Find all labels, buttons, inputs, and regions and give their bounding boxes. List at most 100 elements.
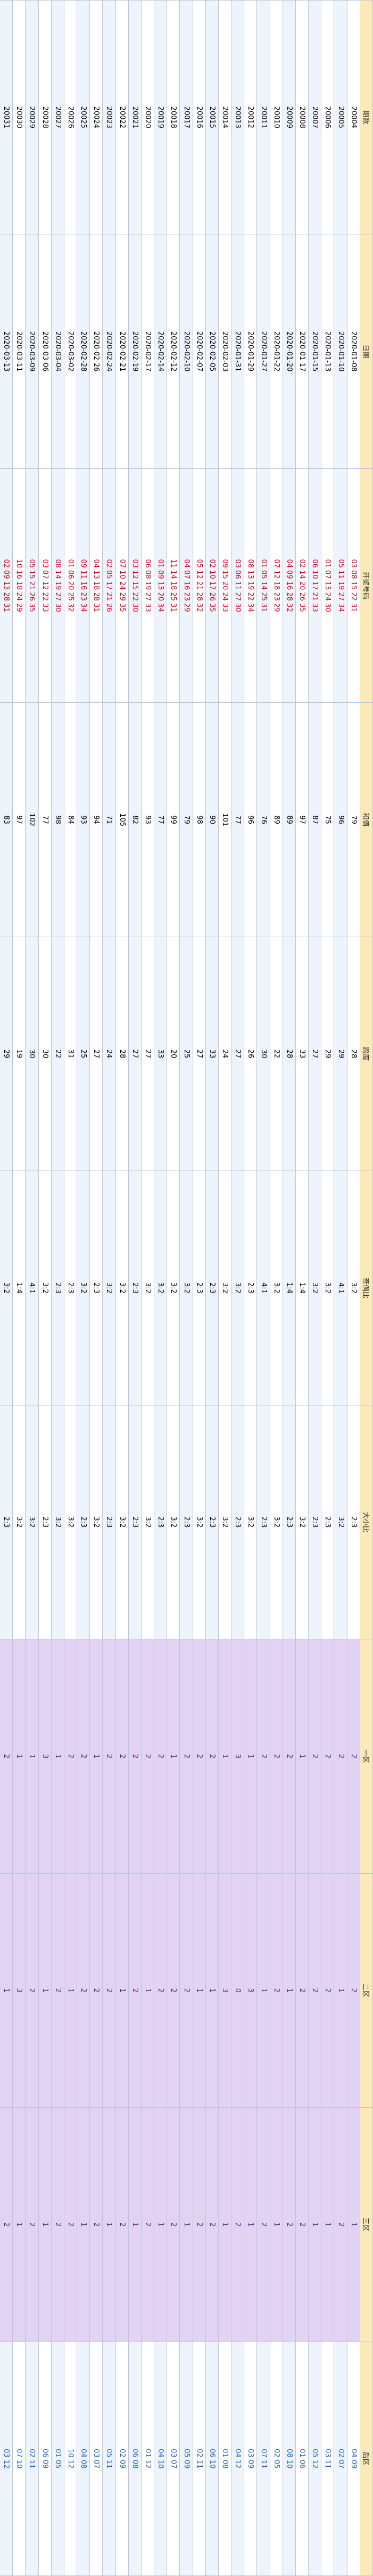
table-cell: 2 xyxy=(64,2107,77,2342)
table-cell: 2 xyxy=(321,1639,334,1874)
table-cell: 03 07 12 22 33 xyxy=(38,468,52,703)
table-cell: 98 xyxy=(51,702,64,937)
table-cell: 29 xyxy=(321,937,334,1171)
table-cell: 2020-01-13 xyxy=(321,234,334,469)
table-cell: 2 xyxy=(334,1639,347,1874)
table-cell: 77 xyxy=(38,702,52,937)
table-cell: 1 xyxy=(218,2107,231,2342)
table-cell: 27 xyxy=(89,937,103,1171)
table-cell: 08 14 19 27 30 xyxy=(51,468,64,703)
table-cell: 3:2 xyxy=(51,1405,64,1639)
table-cell: 25 xyxy=(179,937,193,1171)
table-cell: 1 xyxy=(308,2107,321,2342)
table-cell: 20009 xyxy=(283,0,296,234)
table-cell: 24 xyxy=(102,937,116,1171)
table-cell: 06 10 17 21 33 xyxy=(308,468,321,703)
table-cell: 1 xyxy=(141,1873,154,2108)
table-cell: 04 09 xyxy=(347,2342,360,2576)
table-cell: 2 xyxy=(256,2107,270,2342)
table-cell: 71 xyxy=(102,702,116,937)
table-cell: 03 12 15 22 30 xyxy=(128,468,142,703)
table-cell: 03 07 xyxy=(167,2342,180,2576)
table-cell: 04 10 xyxy=(154,2342,167,2576)
table-cell: 2 xyxy=(51,2107,64,2342)
table-cell: 2:3 xyxy=(179,1405,193,1639)
table-cell: 2 xyxy=(308,1873,321,2108)
table-cell: 3:2 xyxy=(77,1171,90,1405)
table-row: 20022 2020-02-21 07 10 24 29 35 105 28 3:2 3:2… xyxy=(115,0,129,2576)
table-cell: 3:2 xyxy=(321,1171,334,1405)
table-cell: 02 09 13 28 31 xyxy=(0,468,13,703)
table-cell: 2:3 xyxy=(256,1405,270,1639)
table-cell: 29 xyxy=(334,937,347,1171)
table-cell: 94 xyxy=(89,702,103,937)
table-cell: 28 xyxy=(347,937,360,1171)
table-cell: 2 xyxy=(321,1873,334,2108)
table-cell: 76 xyxy=(256,702,270,937)
table-row: 20018 2020-02-12 11 14 18 25 31 99 20 3:2 3:2 1… xyxy=(167,0,180,2576)
table-cell: 04 12 xyxy=(231,2342,244,2576)
table-cell: 2 xyxy=(295,2107,309,2342)
table-cell: 20004 xyxy=(347,0,360,234)
table-cell: 2 xyxy=(167,1873,180,2108)
table-cell: 27 xyxy=(193,937,206,1171)
table-cell: 84 xyxy=(64,702,77,937)
table-cell: 3:2 xyxy=(218,1171,231,1405)
table-cell: 1 xyxy=(154,2107,167,2342)
table-row: 20028 2020-03-06 03 07 12 22 33 77 30 3:2 2:3 3… xyxy=(38,0,52,2576)
table-cell: 2:3 xyxy=(51,1171,64,1405)
table-cell: 2020-02-26 xyxy=(89,234,103,469)
table-cell: 20019 xyxy=(154,0,167,234)
table-cell: 77 xyxy=(231,702,244,937)
table-cell: 2020-02-12 xyxy=(167,234,180,469)
table-cell: 2020-02-24 xyxy=(102,234,116,469)
table-cell: 2 xyxy=(0,2107,13,2342)
table-cell: 2:3 xyxy=(205,1171,219,1405)
table-cell: 105 xyxy=(115,702,129,937)
table-cell: 2 xyxy=(64,1639,77,1874)
table-row: 20015 2020-02-05 02 10 17 26 35 90 33 2:3 2:3 2… xyxy=(205,0,219,2576)
table-cell: 3:2 xyxy=(308,1171,321,1405)
table-cell: 22 xyxy=(270,937,283,1171)
table-cell: 2 xyxy=(25,1873,39,2108)
table-cell: 102 xyxy=(25,702,39,937)
table-cell: 2:3 xyxy=(244,1171,257,1405)
table-cell: 20020 xyxy=(141,0,154,234)
header-row: 期数 日期 开奖号码 和值 跨度 奇偶比 大小比 一区 二区 三区 后区 xyxy=(360,0,373,2576)
table-cell: 96 xyxy=(334,702,347,937)
table-body: 20004 2020-01-08 03 08 15 22 31 79 28 3:2 2:3 2… xyxy=(0,0,360,2576)
table-cell: 31 xyxy=(64,937,77,1171)
table-row: 20024 2020-02-26 04 13 18 28 31 94 27 2:3 3:2 1… xyxy=(89,0,103,2576)
table-cell: 1 xyxy=(256,1873,270,2108)
table-cell: 2 xyxy=(51,1873,64,2108)
table-row: 20012 2020-01-29 08 13 19 22 34 96 26 2:3 3:2 1… xyxy=(244,0,257,2576)
table-cell: 03 11 xyxy=(321,2342,334,2576)
table-cell: 05 11 xyxy=(102,2342,116,2576)
table-cell: 77 xyxy=(154,702,167,937)
table-cell: 20027 xyxy=(51,0,64,234)
table-row: 20014 2020-02-03 09 15 20 24 33 101 24 3:2 3:2… xyxy=(218,0,231,2576)
table-row: 20023 2020-02-24 02 05 17 21 26 71 24 3:2 2:3 2… xyxy=(102,0,116,2576)
table-cell: 0 xyxy=(231,1873,244,2108)
table-cell: 24 xyxy=(218,937,231,1171)
table-cell: 2020-01-31 xyxy=(231,234,244,469)
table-cell: 1 xyxy=(205,1873,219,2108)
table-cell: 2:3 xyxy=(38,1405,52,1639)
table-cell: 05 12 21 28 32 xyxy=(193,468,206,703)
table-cell: 1 xyxy=(0,1873,13,2108)
table-cell: 2:3 xyxy=(205,1405,219,1639)
table-cell: 2 xyxy=(347,1873,360,2108)
table-cell: 1 xyxy=(128,2107,142,2342)
table-row: 20017 2020-02-10 04 07 16 23 29 79 25 3:2 2:3 2… xyxy=(179,0,193,2576)
table-row: 20027 2020-03-04 08 14 19 27 30 98 22 2:3 3:2 1… xyxy=(51,0,64,2576)
table-cell: 03 09 xyxy=(244,2342,257,2576)
table-cell: 01 06 20 25 32 xyxy=(64,468,77,703)
table-cell: 2 xyxy=(231,2107,244,2342)
table-cell: 3:2 xyxy=(193,1405,206,1639)
table-cell: 2 xyxy=(154,1639,167,1874)
table-cell: 03 07 xyxy=(89,2342,103,2576)
table-cell: 02 07 xyxy=(334,2342,347,2576)
table-cell: 2:3 xyxy=(102,1405,116,1639)
table-cell: 20017 xyxy=(179,0,193,234)
